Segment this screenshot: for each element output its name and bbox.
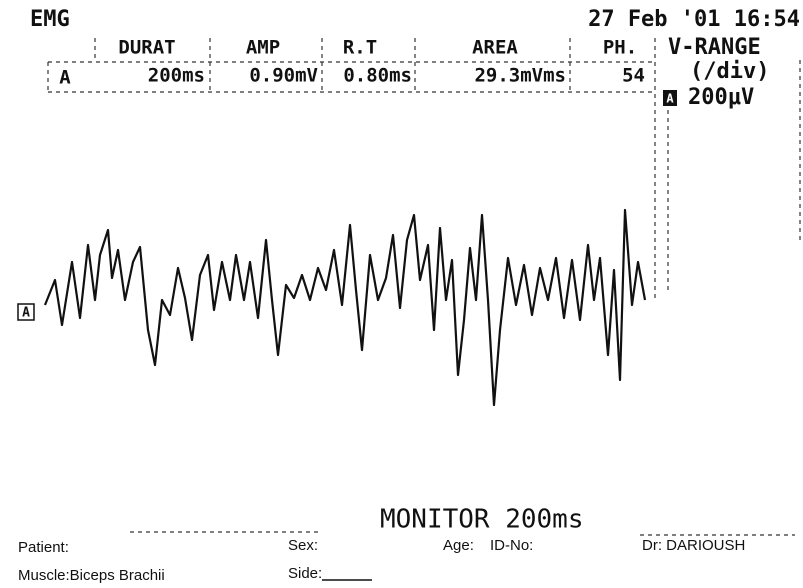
mode-label: EMG: [30, 7, 70, 32]
patient-field: Patient:: [18, 539, 69, 556]
column-header: R.T: [343, 37, 377, 59]
channel-box: [17, 303, 35, 321]
cell: 0.80ms: [343, 65, 412, 87]
column-header: AREA: [472, 37, 518, 59]
channel-badge: [663, 90, 677, 106]
v-range-unit: (/div): [690, 59, 769, 84]
sex-field: Sex:: [288, 537, 318, 554]
table-frame: [47, 38, 656, 300]
footer-rule: [130, 531, 795, 536]
cell: 54: [622, 65, 645, 87]
cell: 200ms: [148, 65, 205, 87]
side-field: Side:: [288, 565, 322, 582]
v-range-title: V-RANGE: [668, 35, 761, 60]
muscle-field: Muscle:Biceps Brachii: [18, 567, 165, 584]
channel-label: A: [22, 306, 30, 321]
id-field: ID-No:: [490, 537, 533, 554]
datetime: 27 Feb '01 16:54: [588, 7, 800, 32]
scale-line: [667, 60, 801, 290]
cell: 0.90mV: [249, 65, 318, 87]
monitor-label: MONITOR 200ms: [380, 505, 584, 535]
channel-badge-label: A: [666, 92, 674, 106]
cell: 29.3mVms: [474, 65, 566, 87]
column-header: DURAT: [118, 37, 175, 59]
emg-trace: [43, 208, 647, 407]
row-label: A: [59, 67, 71, 89]
doctor-field: Dr: DARIOUSH: [642, 537, 745, 554]
age-field: Age:: [443, 537, 474, 554]
v-range-value: 200μV: [688, 85, 754, 110]
column-header: AMP: [246, 37, 280, 59]
column-header: PH.: [603, 37, 637, 59]
